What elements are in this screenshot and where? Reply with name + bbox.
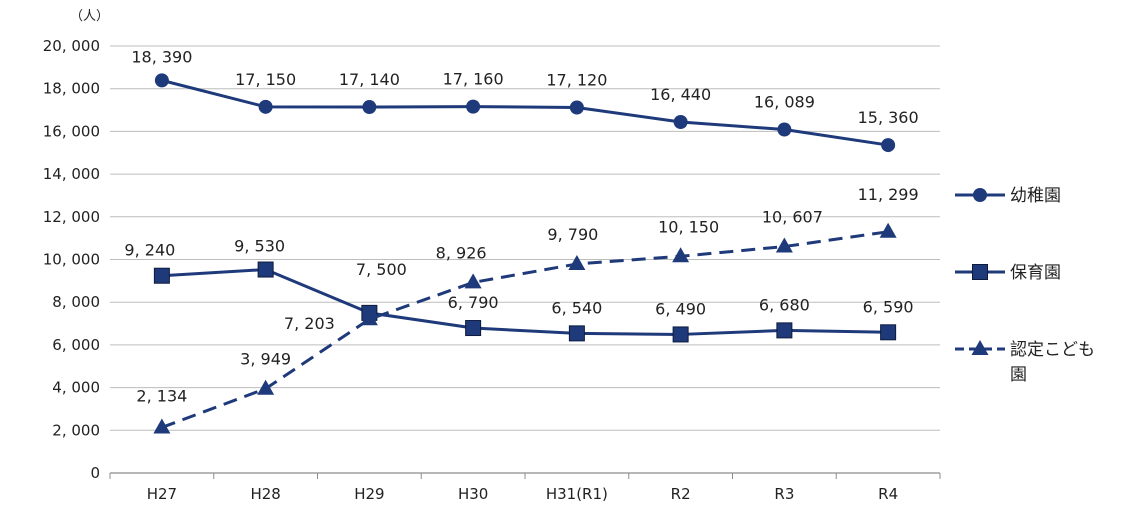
data-point bbox=[971, 340, 989, 355]
data-point bbox=[673, 115, 688, 130]
y-unit-label: （人） bbox=[70, 9, 109, 24]
y-tick-label: 16, 000 bbox=[43, 122, 100, 140]
data-point bbox=[672, 326, 689, 343]
data-label: 6, 790 bbox=[448, 293, 499, 312]
data-label: 9, 530 bbox=[234, 237, 285, 256]
data-point bbox=[154, 73, 169, 88]
data-point bbox=[881, 138, 896, 153]
data-point bbox=[568, 254, 586, 270]
data-point bbox=[973, 188, 987, 202]
y-axis: 0 2, 000 4, 000 6, 000 8, 000 10, 000 12, 000 1… bbox=[43, 37, 100, 482]
x-tick-label: H30 bbox=[458, 485, 488, 503]
x-tick-label: R3 bbox=[774, 485, 794, 503]
data-label: 6, 680 bbox=[759, 295, 810, 314]
y-tick-label: 4, 000 bbox=[52, 379, 100, 397]
data-label: 9, 790 bbox=[547, 225, 598, 244]
data-label: 16, 440 bbox=[650, 85, 711, 104]
series-line bbox=[161, 230, 889, 429]
legend-label: 認定こども bbox=[1010, 340, 1095, 360]
data-label: 6, 590 bbox=[863, 297, 914, 316]
data-label: 7, 500 bbox=[356, 260, 407, 279]
data-label: 6, 540 bbox=[551, 298, 602, 317]
legend-label: 幼稚園 bbox=[1010, 186, 1061, 206]
series-3: 2, 134 3, 949 7, 203 8, 926 9, 790 10, 150 10,… bbox=[136, 185, 919, 434]
legend-label-cont: 園 bbox=[1010, 365, 1027, 385]
data-label: 6, 490 bbox=[655, 299, 706, 318]
data-label: 17, 140 bbox=[339, 70, 400, 89]
data-label: 17, 120 bbox=[546, 70, 607, 89]
data-point bbox=[153, 418, 171, 434]
data-label: 9, 240 bbox=[124, 241, 175, 260]
data-point bbox=[258, 99, 273, 114]
x-tick-label: R4 bbox=[878, 485, 898, 503]
series-line bbox=[161, 268, 889, 336]
data-label: 16, 089 bbox=[754, 92, 815, 111]
data-label: 17, 150 bbox=[235, 70, 296, 89]
data-point bbox=[972, 264, 988, 280]
data-label: 17, 160 bbox=[443, 70, 504, 89]
data-point bbox=[880, 324, 897, 341]
data-point bbox=[879, 222, 897, 238]
x-tick-label: R2 bbox=[671, 485, 691, 503]
series-1: 18, 390 17, 150 17, 140 17, 160 17, 120 16, 4… bbox=[131, 47, 919, 153]
data-label: 18, 390 bbox=[131, 47, 192, 66]
data-point bbox=[257, 261, 274, 278]
data-label: 7, 203 bbox=[284, 314, 335, 333]
x-tick-label: H28 bbox=[250, 485, 280, 503]
gridlines bbox=[110, 45, 940, 431]
data-point bbox=[153, 267, 170, 284]
data-point bbox=[569, 100, 584, 115]
data-point bbox=[776, 322, 793, 339]
y-tick-label: 14, 000 bbox=[43, 165, 100, 183]
data-label: 11, 299 bbox=[858, 185, 919, 204]
series-line bbox=[161, 78, 889, 147]
y-tick-label: 18, 000 bbox=[43, 80, 100, 98]
y-tick-label: 12, 000 bbox=[43, 208, 100, 226]
x-axis: H27 H28 H29 H30 H31(R1) R2 R3 R4 bbox=[109, 472, 941, 503]
data-point bbox=[777, 122, 792, 137]
data-point bbox=[464, 273, 482, 289]
data-point bbox=[360, 310, 378, 326]
data-label: 8, 926 bbox=[436, 243, 487, 262]
data-label: 2, 134 bbox=[136, 386, 187, 405]
data-point bbox=[775, 237, 793, 253]
x-tick-label: H31(R1) bbox=[546, 485, 608, 503]
data-point bbox=[466, 99, 481, 114]
x-tick-label: H27 bbox=[147, 485, 177, 503]
data-point bbox=[672, 247, 690, 263]
y-tick-label: 6, 000 bbox=[52, 336, 100, 354]
data-point bbox=[362, 100, 377, 115]
legend-label: 保育園 bbox=[1010, 263, 1061, 283]
data-point bbox=[257, 379, 275, 395]
y-tick-label: 8, 000 bbox=[52, 293, 100, 311]
data-label: 10, 150 bbox=[658, 217, 719, 236]
data-label: 15, 360 bbox=[858, 108, 919, 127]
data-label: 3, 949 bbox=[240, 350, 291, 369]
x-tick-label: H29 bbox=[354, 485, 384, 503]
y-tick-label: 20, 000 bbox=[43, 37, 100, 55]
data-point bbox=[568, 325, 585, 342]
y-tick-label: 0 bbox=[90, 464, 100, 482]
y-tick-label: 10, 000 bbox=[43, 251, 100, 269]
data-point bbox=[465, 320, 482, 337]
data-label: 10, 607 bbox=[762, 208, 823, 227]
y-tick-label: 2, 000 bbox=[52, 421, 100, 439]
series-2: 9, 240 9, 530 7, 500 6, 790 6, 540 6, 490 6, 6… bbox=[124, 237, 914, 343]
